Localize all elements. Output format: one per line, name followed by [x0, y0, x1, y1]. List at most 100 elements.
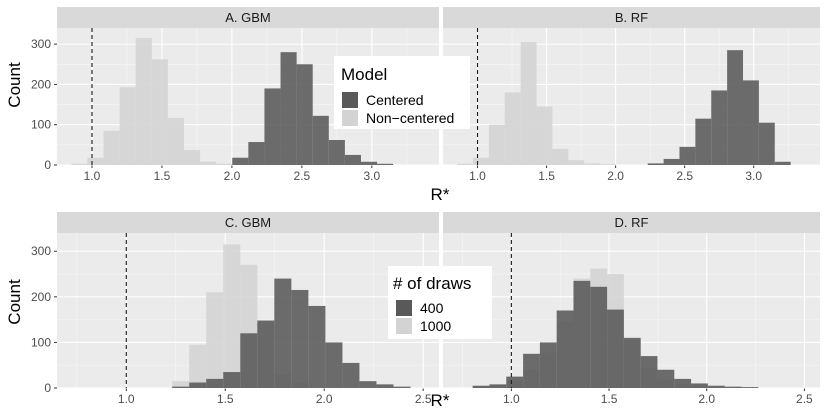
histogram-bar [223, 372, 241, 388]
legend-key-400 [396, 300, 412, 316]
facet-title: D. RF [615, 215, 649, 230]
legend-title: # of draws [393, 274, 471, 293]
histogram-bar [328, 140, 345, 165]
histogram-bar [727, 50, 744, 165]
histogram-bar [183, 150, 201, 165]
histogram-bar [552, 148, 569, 165]
histogram-bar [172, 381, 190, 388]
histogram-bar [691, 383, 708, 388]
histogram-bar [167, 117, 184, 165]
y-tick-label: 100 [31, 118, 51, 132]
histogram-bar [523, 353, 540, 388]
model-legend: Model Centered Non−centered [334, 56, 470, 129]
histogram-bar [473, 157, 489, 165]
draws-legend: # of draws 400 1000 [388, 266, 492, 339]
legend-key-non-centered [342, 110, 358, 126]
histogram-bar [325, 342, 343, 388]
x-tick-label: 2.0 [316, 392, 333, 406]
facet-strip [57, 212, 439, 233]
histogram-bar [657, 369, 675, 388]
histogram-bar [376, 384, 394, 388]
histogram-bar [206, 378, 224, 388]
histogram-bar [647, 163, 664, 165]
x-tick-label: 1.5 [601, 392, 618, 406]
histogram-bar [695, 118, 712, 165]
histogram-bar [312, 115, 329, 165]
facet-strip [443, 7, 820, 28]
histogram-bar [103, 130, 120, 165]
y-tick-label: 300 [31, 244, 51, 258]
histogram-bar [536, 106, 553, 165]
x-tick-label: 1.0 [118, 392, 135, 406]
histogram-bar [707, 385, 725, 388]
y-tick-label: 200 [31, 290, 51, 304]
histogram-bar [663, 158, 680, 165]
legend-label-400: 400 [420, 300, 444, 316]
histogram-bar [216, 163, 233, 165]
histogram-bar [539, 342, 557, 388]
histogram-bar [257, 320, 275, 388]
x-tick-label: 2.0 [224, 169, 241, 183]
histogram-bar [189, 382, 207, 388]
x-tick-label: 2.5 [294, 169, 311, 183]
y-tick-label: 300 [31, 37, 51, 51]
histogram-bar [87, 157, 104, 165]
histogram-bar [240, 333, 258, 388]
histogram-bar [200, 161, 217, 165]
legend-label-centered: Centered [366, 92, 424, 108]
legend-label-non-centered: Non−centered [366, 110, 454, 126]
x-tick-label: 2.0 [607, 169, 624, 183]
histogram-bar [568, 160, 585, 165]
histogram-bar [590, 286, 608, 388]
facet-strip [57, 7, 439, 28]
panel-d-rf: D. RF 1.0 1.5 2.0 2.5 [443, 212, 820, 406]
panel-b-rf: B. RF 1.0 1.5 2.0 2.5 3.0 [442, 7, 820, 183]
histogram-bar [342, 362, 360, 388]
histogram-bar [506, 376, 524, 388]
histogram-bar [488, 124, 505, 165]
x-tick-label: 1.0 [503, 392, 520, 406]
x-tick-label: 3.0 [745, 169, 762, 183]
histogram-bar [711, 90, 728, 165]
legend-label-1000: 1000 [420, 318, 451, 334]
histogram-bar [556, 310, 574, 388]
y-tick-label: 0 [44, 381, 51, 395]
bottom-ylabel: Count [5, 279, 24, 325]
histogram-bar [308, 305, 326, 388]
histogram-bar [504, 92, 521, 165]
histogram-bar [472, 385, 490, 388]
panel-c-gbm: C. GBM 1.0 1.5 2.0 2.5 0 100 200 300 [31, 212, 439, 406]
y-tick-label: 0 [44, 158, 51, 172]
x-tick-label: 1.5 [538, 169, 555, 183]
histogram-bar [248, 142, 265, 165]
x-tick-label: 3.0 [363, 169, 380, 183]
histogram-bar [600, 164, 616, 165]
x-tick-label: 2.0 [698, 392, 715, 406]
histogram-bar [135, 38, 152, 165]
histogram-bar [774, 161, 791, 165]
histogram-bar [607, 309, 624, 388]
x-tick-label: 1.0 [84, 169, 101, 183]
top-ylabel: Count [5, 62, 24, 108]
histogram-bar [71, 163, 88, 165]
histogram-bar [119, 87, 136, 165]
y-tick-label: 100 [31, 335, 51, 349]
histogram-bar [584, 163, 601, 165]
histogram-bar [679, 146, 696, 165]
histogram-bar [359, 381, 377, 388]
x-tick-label: 2.5 [676, 169, 693, 183]
histogram-bar [189, 344, 207, 388]
histogram-bar [274, 278, 292, 388]
top-xlabel: R* [431, 185, 450, 204]
histogram-bar [393, 386, 411, 388]
histogram-bar [573, 280, 591, 388]
histogram-bar [151, 59, 168, 165]
histogram-bar [674, 378, 692, 388]
legend-key-1000 [396, 318, 412, 334]
histogram-bar [377, 163, 394, 165]
facet-strip [443, 212, 820, 233]
x-tick-label: 1.0 [469, 169, 486, 183]
facet-title: B. RF [615, 10, 648, 25]
histogram-bar [489, 384, 507, 388]
